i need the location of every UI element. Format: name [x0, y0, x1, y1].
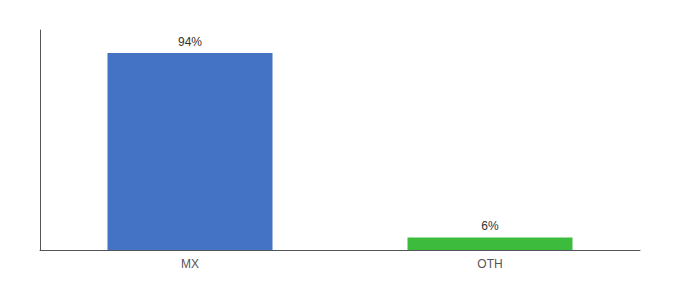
svg-text:6%: 6%	[481, 219, 499, 233]
svg-text:MX: MX	[181, 257, 199, 271]
svg-text:94%: 94%	[178, 35, 202, 49]
svg-text:OTH: OTH	[477, 257, 502, 271]
